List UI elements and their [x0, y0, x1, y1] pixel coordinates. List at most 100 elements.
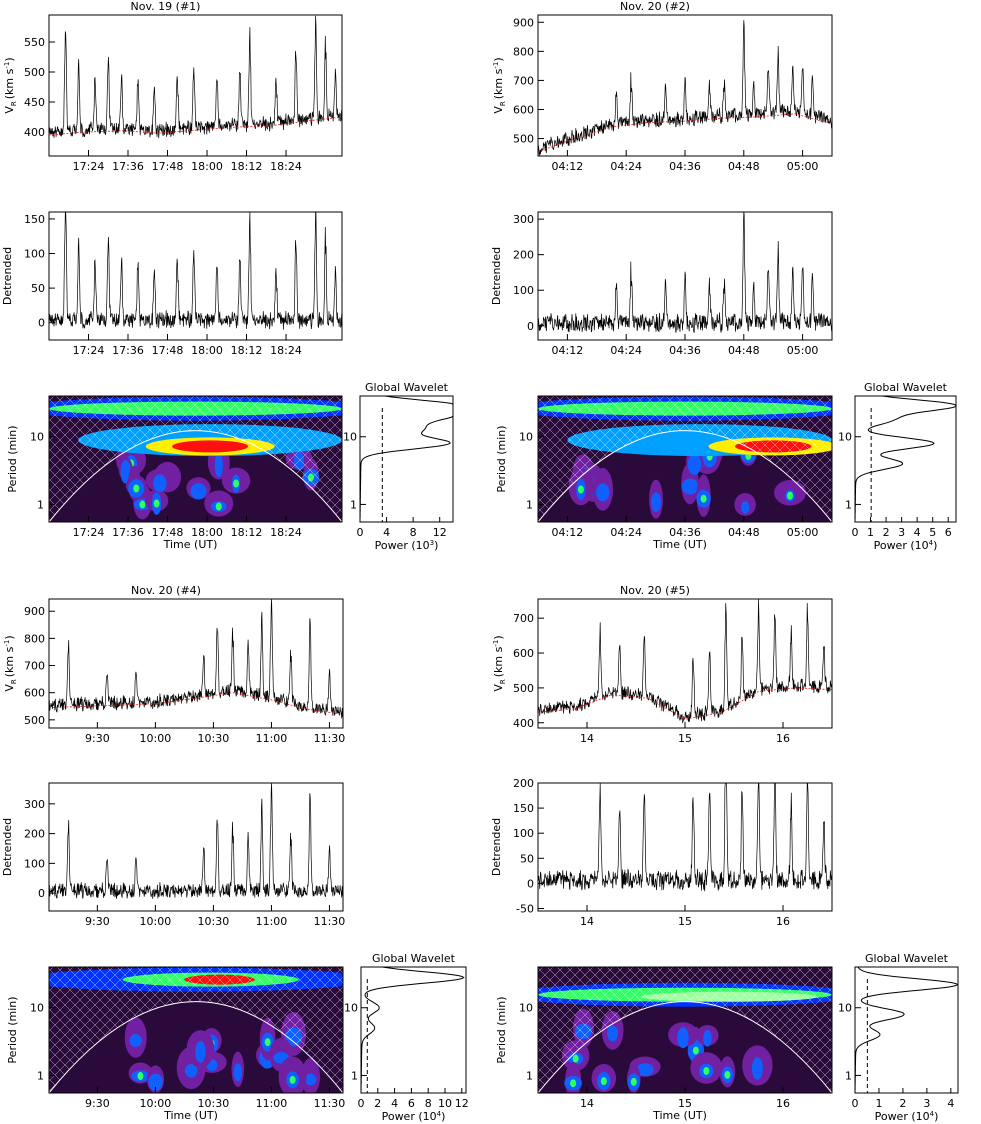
period-tick-label: 1 [37, 498, 44, 511]
y-tick-label: 450 [24, 96, 45, 109]
x-tick-label: 11:30 [314, 915, 346, 928]
x-tick-label: 18:12 [231, 526, 263, 539]
y-tick-label: 100 [513, 284, 534, 297]
global-period-tick-label: 1 [845, 1069, 852, 1082]
wavelet-spectrum [49, 967, 343, 1093]
x-tick-label: 11:30 [314, 1097, 346, 1110]
period-tick-label: 1 [37, 1069, 44, 1082]
power-xlabel: Power (104) [382, 1110, 446, 1123]
period-ylabel: Period (min) [6, 425, 19, 492]
global-wavelet-curve [855, 967, 958, 1093]
x-tick-label: 16 [776, 915, 790, 928]
global-period-tick-label: 1 [350, 498, 357, 511]
x-tick-label: 15 [678, 732, 692, 745]
detrended-series-line [537, 782, 833, 892]
x-tick-label: 17:36 [112, 344, 144, 357]
power-contour [787, 491, 794, 500]
power-tick-label: 6 [408, 1097, 415, 1110]
vr-series-line [48, 15, 343, 139]
x-tick-label: 17:48 [152, 526, 184, 539]
power-tick-label: 10 [438, 1097, 452, 1110]
x-tick-label: 11:00 [256, 1097, 288, 1110]
wavelet-frame [48, 966, 344, 1094]
vr-trend-line [537, 113, 833, 152]
y-tick-label: 900 [24, 605, 45, 618]
x-tick-label: 04:48 [728, 160, 760, 173]
power-xlabel: Power (103) [375, 539, 439, 552]
time-xlabel: Time (UT) [163, 1109, 218, 1122]
power-contour [651, 492, 661, 512]
x-tick-label: 05:00 [787, 344, 819, 357]
vr-plot-frame [48, 14, 343, 157]
x-tick-label: 16 [776, 1097, 790, 1110]
vr-trend-line [49, 116, 342, 136]
power-tick-label: 0 [358, 1097, 365, 1110]
x-tick-label: 10:30 [198, 732, 230, 745]
x-tick-label: 17:24 [73, 344, 105, 357]
power-tick-label: 6 [945, 526, 952, 539]
x-tick-label: 10:30 [198, 1097, 230, 1110]
vr-trend-line [49, 692, 343, 715]
power-contour [600, 1077, 607, 1086]
power-contour [703, 1030, 712, 1047]
y-tick-label: 500 [513, 682, 534, 695]
global-wavelet-frame [360, 966, 467, 1094]
x-tick-label: 18:12 [231, 160, 263, 173]
y-tick-label: 0 [527, 877, 534, 890]
power-contour [607, 1025, 619, 1042]
x-tick-label: 18:24 [270, 160, 302, 173]
panel-title: Nov. 20 (#4) [131, 584, 201, 597]
y-tick-label: 500 [24, 714, 45, 727]
x-tick-label: 04:36 [669, 344, 701, 357]
power-contour [687, 453, 702, 475]
power-tick-label: 2 [883, 526, 890, 539]
x-tick-label: 17:48 [152, 344, 184, 357]
vr-ylabel: VR(km s-1) [492, 635, 507, 691]
y-tick-label: 0 [38, 887, 45, 900]
x-tick-label: 05:00 [787, 526, 819, 539]
global-wavelet-title: Global Wavelet [865, 952, 949, 965]
power-tick-label: 8 [410, 526, 417, 539]
y-tick-label: 800 [24, 632, 45, 645]
time-xlabel: Time (UT) [652, 538, 707, 551]
panel-title: Nov. 19 (#1) [131, 0, 201, 13]
y-tick-label: 50 [31, 282, 45, 295]
y-tick-label: 700 [513, 612, 534, 625]
x-tick-label: 10:30 [198, 915, 230, 928]
x-tick-label: 04:48 [728, 526, 760, 539]
power-tick-label: 0 [852, 1097, 859, 1110]
power-contour [264, 1038, 271, 1047]
power-contour [636, 1063, 654, 1077]
x-tick-label: 18:00 [191, 344, 223, 357]
power-tick-label: 5 [929, 526, 936, 539]
y-tick-label: 500 [24, 66, 45, 79]
power-contour [233, 479, 240, 488]
detrended-ylabel: Detrended [1, 818, 14, 876]
x-tick-label: 18:24 [270, 344, 302, 357]
y-tick-label: 50 [520, 852, 534, 865]
y-tick-label: 600 [513, 647, 534, 660]
power-contour [133, 484, 140, 493]
y-tick-label: 200 [24, 828, 45, 841]
x-tick-label: 04:24 [610, 526, 642, 539]
vr-ylabel: VR(km s-1) [492, 57, 507, 113]
cone-of-influence-line [49, 1001, 343, 1093]
cone-of-influence-hatch [538, 396, 832, 522]
x-tick-label: 11:00 [256, 915, 288, 928]
y-tick-label: -50 [516, 902, 534, 915]
y-tick-label: 400 [513, 717, 534, 730]
x-tick-label: 04:12 [552, 526, 584, 539]
y-tick-label: 150 [513, 802, 534, 815]
x-tick-label: 04:36 [669, 160, 701, 173]
x-tick-label: 18:00 [191, 160, 223, 173]
detrended-plot-frame [537, 782, 833, 912]
power-tick-label: 0 [357, 526, 364, 539]
power-contour [153, 499, 160, 508]
power-tick-label: 12 [433, 526, 447, 539]
detrended-plot-frame [48, 782, 344, 912]
power-contour [184, 1064, 198, 1078]
vr-ylabel: VR(km s-1) [3, 57, 18, 113]
